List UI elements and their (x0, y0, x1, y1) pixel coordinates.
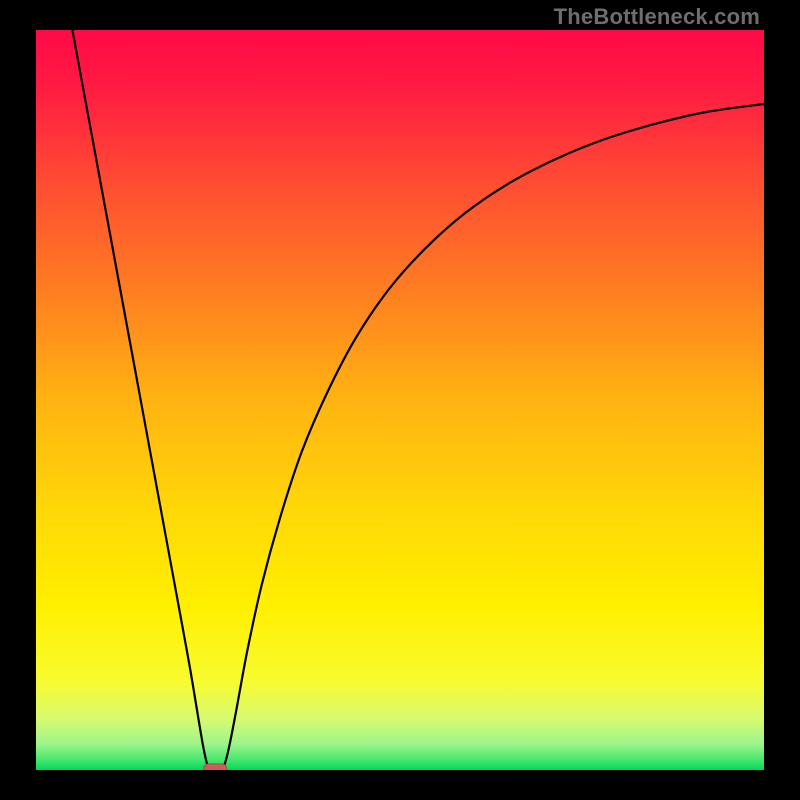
min-marker (203, 764, 226, 770)
gradient-background (36, 30, 764, 770)
chart-frame: TheBottleneck.com (0, 0, 800, 800)
watermark-text: TheBottleneck.com (554, 4, 760, 30)
v-curve-chart (36, 30, 764, 770)
